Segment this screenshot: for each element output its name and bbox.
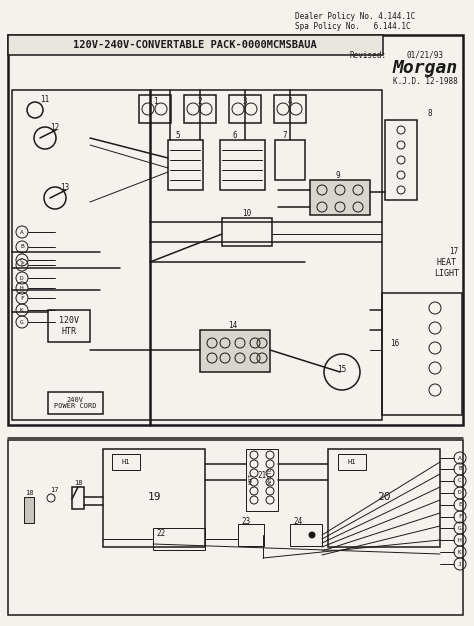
Text: 14: 14 (228, 322, 237, 331)
Text: K: K (20, 307, 24, 312)
Text: WHITE: WHITE (268, 468, 273, 484)
Bar (200, 330, 270, 372)
Text: 120V-240V-CONVERTABLE PACK-0000MCMSBAUA: 120V-240V-CONVERTABLE PACK-0000MCMSBAUA (73, 40, 317, 50)
Text: D: D (458, 491, 462, 496)
Text: G: G (458, 525, 462, 530)
Text: Morgan: Morgan (392, 59, 457, 77)
Bar (8, 440, 463, 615)
Bar (310, 180, 370, 215)
Bar (72, 487, 84, 509)
Text: HOT: HOT (248, 473, 254, 484)
Bar (222, 218, 272, 246)
Bar (103, 449, 205, 547)
Text: 240V
POWER CORD: 240V POWER CORD (54, 396, 96, 409)
Text: 17: 17 (50, 487, 58, 493)
Text: 1: 1 (153, 97, 157, 106)
Text: Spa Policy No.   6.144.1C: Spa Policy No. 6.144.1C (295, 22, 410, 31)
Bar (153, 528, 205, 550)
Text: H: H (458, 538, 462, 543)
Text: HEAT
LIGHT: HEAT LIGHT (435, 259, 459, 278)
Text: B: B (20, 245, 24, 250)
Text: 22: 22 (156, 530, 165, 538)
Text: 23: 23 (241, 516, 250, 525)
Bar (184, 95, 216, 123)
Text: 21: 21 (257, 471, 266, 481)
Text: F: F (458, 515, 462, 520)
Text: 20: 20 (377, 492, 391, 502)
Text: E: E (20, 262, 24, 267)
Text: K: K (458, 550, 462, 555)
Bar (112, 454, 140, 470)
Circle shape (309, 532, 315, 538)
Bar (48, 392, 103, 414)
Bar (139, 95, 171, 123)
Text: E: E (458, 503, 462, 508)
Text: 8: 8 (428, 108, 432, 118)
Text: J: J (458, 562, 462, 567)
Text: A: A (20, 230, 24, 235)
Bar (168, 140, 203, 190)
Bar (274, 95, 306, 123)
Text: 2: 2 (198, 97, 202, 106)
Text: 19: 19 (147, 492, 161, 502)
Text: C: C (458, 478, 462, 483)
Text: D: D (20, 275, 24, 280)
Text: H1: H1 (348, 459, 356, 465)
Text: 3: 3 (243, 97, 247, 106)
Text: 11: 11 (40, 95, 50, 103)
Bar (338, 454, 366, 470)
Bar (12, 90, 382, 420)
Text: H: H (20, 285, 24, 290)
Text: 4: 4 (288, 97, 292, 106)
Text: 13: 13 (60, 183, 70, 192)
Bar (24, 497, 34, 523)
Bar (328, 449, 440, 547)
Text: 120V
HTR: 120V HTR (59, 316, 79, 336)
Bar (8, 35, 463, 425)
Bar (382, 293, 462, 415)
Text: A: A (458, 456, 462, 461)
Text: 18: 18 (74, 480, 82, 486)
Bar (220, 140, 265, 190)
Bar (275, 140, 305, 180)
Text: B: B (458, 466, 462, 471)
Text: 9: 9 (336, 172, 340, 180)
Text: 01/21/93: 01/21/93 (407, 51, 444, 59)
Text: 24: 24 (293, 516, 302, 525)
Bar (385, 120, 417, 200)
Text: C: C (20, 257, 24, 262)
Bar (238, 524, 264, 546)
Text: 5: 5 (176, 130, 180, 140)
Text: 6: 6 (233, 130, 237, 140)
Bar (246, 449, 278, 511)
Text: 16: 16 (391, 339, 400, 347)
Bar (8, 35, 383, 55)
Text: 12: 12 (50, 123, 60, 131)
Text: 15: 15 (337, 366, 346, 374)
Text: K.J.D. 12-1988: K.J.D. 12-1988 (392, 78, 457, 86)
Text: 7: 7 (283, 130, 287, 140)
Bar (229, 95, 261, 123)
Text: G: G (20, 319, 24, 324)
Text: 17: 17 (449, 247, 459, 257)
Text: H1: H1 (122, 459, 130, 465)
Bar (48, 310, 90, 342)
Bar (290, 524, 322, 546)
Text: 10: 10 (242, 208, 252, 217)
Text: F: F (20, 295, 24, 300)
Text: Dealer Policy No. 4.144.1C: Dealer Policy No. 4.144.1C (295, 12, 415, 21)
Text: 18: 18 (25, 490, 33, 496)
Text: Revised:: Revised: (350, 51, 387, 59)
